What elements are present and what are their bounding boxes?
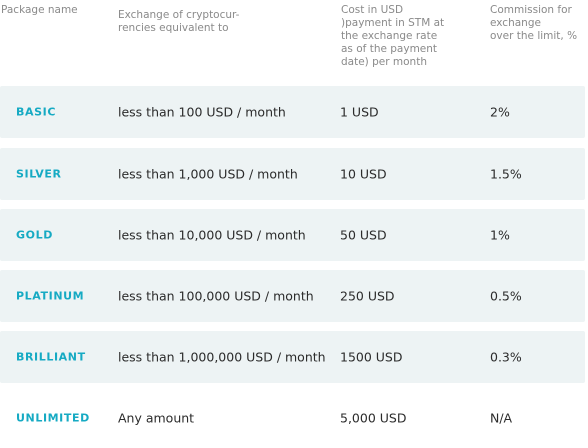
commission-value: 2% <box>490 104 510 120</box>
header-commission: Commission for exchange over the limit, … <box>490 4 578 42</box>
exchange-limit: less than 1,000 USD / month <box>118 166 298 182</box>
cost-value: 5,000 USD <box>340 410 407 426</box>
cost-value: 1 USD <box>340 104 379 120</box>
package-name: SILVER <box>16 167 62 181</box>
exchange-limit: less than 1,000,000 USD / month <box>118 349 326 365</box>
table-row-silver: SILVER less than 1,000 USD / month 10 US… <box>0 148 585 200</box>
table-row-platinum: PLATINUM less than 100,000 USD / month 2… <box>0 270 585 322</box>
commission-value: 0.5% <box>490 288 522 304</box>
table-row-basic: BASIC less than 100 USD / month 1 USD 2% <box>0 86 585 138</box>
table-row-unlimited: UNLIMITED Any amount 5,000 USD N/A <box>0 392 585 444</box>
exchange-limit: less than 100 USD / month <box>118 104 286 120</box>
cost-value: 250 USD <box>340 288 395 304</box>
package-name: PLATINUM <box>16 289 85 303</box>
exchange-limit: Any amount <box>118 410 195 426</box>
exchange-limit: less than 10,000 USD / month <box>118 227 306 243</box>
package-name: BRILLIANT <box>16 350 86 364</box>
commission-value: 0.3% <box>490 349 522 365</box>
table-header: Package name Exchange of cryptocur- renc… <box>0 0 588 90</box>
commission-value: 1% <box>490 227 510 243</box>
table-row-gold: GOLD less than 10,000 USD / month 50 USD… <box>0 209 585 261</box>
cost-value: 50 USD <box>340 227 387 243</box>
header-cost: Cost in USD )payment in STM at the excha… <box>341 4 445 68</box>
package-name: BASIC <box>16 105 56 119</box>
header-package-name: Package name <box>1 4 78 16</box>
header-exchange: Exchange of cryptocur- rencies equivalen… <box>118 9 240 34</box>
cost-value: 10 USD <box>340 166 387 182</box>
exchange-limit: less than 100,000 USD / month <box>118 288 314 304</box>
commission-value: N/A <box>490 410 513 426</box>
table-row-brilliant: BRILLIANT less than 1,000,000 USD / mont… <box>0 331 585 383</box>
package-name: GOLD <box>16 228 53 242</box>
commission-value: 1.5% <box>490 166 522 182</box>
cost-value: 1500 USD <box>340 349 403 365</box>
package-name: UNLIMITED <box>16 411 90 425</box>
